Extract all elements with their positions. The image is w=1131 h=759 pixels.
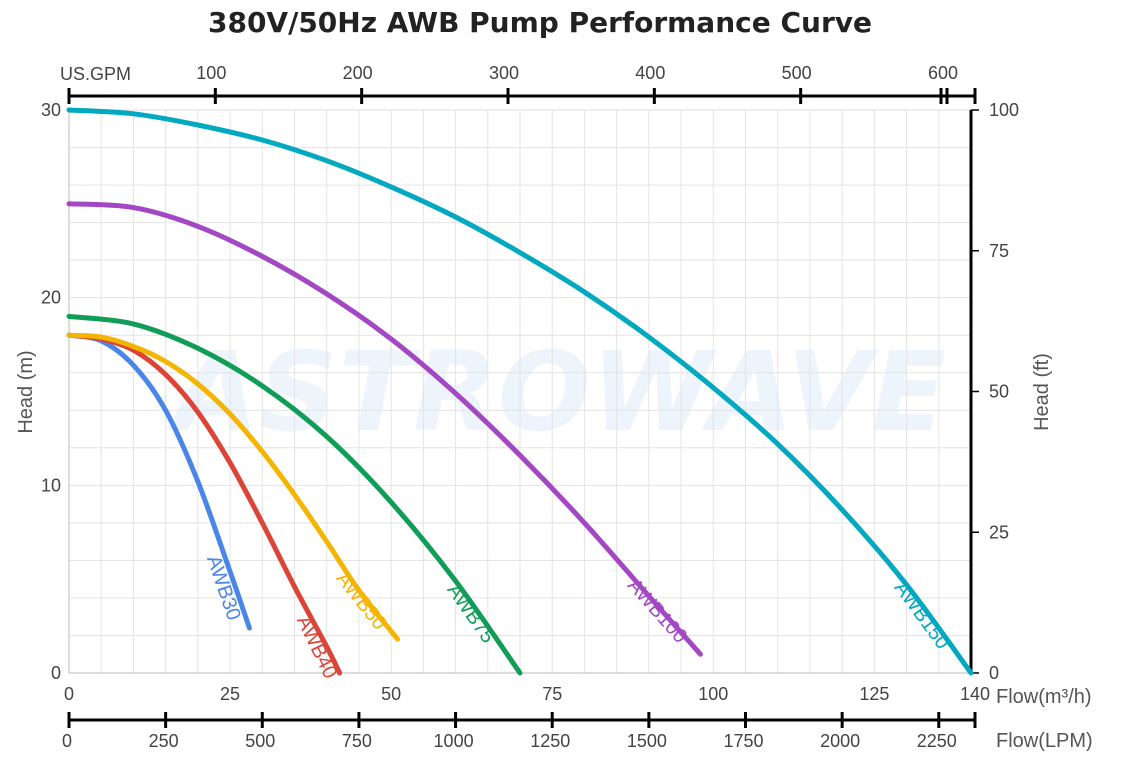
series-label-awb40: AWB40 <box>292 612 341 682</box>
y2-axis-label: Head (ft) <box>1031 353 1053 431</box>
y-tick-label: 20 <box>41 288 61 308</box>
lpm-tick-label: 750 <box>342 731 372 751</box>
gpm-tick-label: 400 <box>635 63 665 83</box>
watermark-text: ASTROWAVE <box>166 328 947 456</box>
lpm-tick-label: 1500 <box>627 731 667 751</box>
x-tick-label: 125 <box>859 684 889 704</box>
y-axis-label: Head (m) <box>15 350 37 433</box>
gpm-tick-label: 200 <box>343 63 373 83</box>
series-label-awb75: AWB75 <box>442 580 498 648</box>
gpm-tick-label: 300 <box>489 63 519 83</box>
lpm-tick-label: 250 <box>149 731 179 751</box>
series-line-awb50 <box>66 332 401 642</box>
watermark-logo: ASTROWAVE <box>166 328 947 456</box>
y-tick-label: 10 <box>41 475 61 495</box>
lpm-tick-label: 0 <box>62 731 72 751</box>
x-tick-label: 25 <box>220 684 240 704</box>
x-tick-label: 0 <box>64 684 74 704</box>
gpm-tick-label: 600 <box>928 63 958 83</box>
y2-tick-label: 75 <box>989 241 1009 261</box>
gpm-tick-label: 500 <box>782 63 812 83</box>
x-tick-label: 100 <box>698 684 728 704</box>
chart-title: 380V/50Hz AWB Pump Performance Curve <box>208 6 872 39</box>
series-line-awb150 <box>66 107 974 676</box>
y-tick-label: 0 <box>51 663 61 683</box>
lpm-axis-label: Flow(LPM) <box>996 730 1093 752</box>
lpm-tick-label: 1250 <box>530 731 570 751</box>
series-line-awb100 <box>66 201 703 657</box>
lpm-tick-label: 2250 <box>917 731 957 751</box>
y2-tick-label: 25 <box>989 522 1009 542</box>
lpm-tick-label: 1000 <box>434 731 474 751</box>
y-tick-label: 30 <box>41 100 61 120</box>
gpm-tick-label: 100 <box>196 63 226 83</box>
series-label-awb150: AWB150 <box>890 577 954 653</box>
series-line-awb75 <box>66 313 523 676</box>
x-tick-label: 140 <box>960 684 990 704</box>
series-label-awb50: AWB50 <box>332 568 391 634</box>
y2-tick-label: 50 <box>989 382 1009 402</box>
x-tick-label: 50 <box>381 684 401 704</box>
axis-labels: Head (m) Head (ft) Flow(m³/h) Flow(LPM) … <box>15 64 1093 752</box>
lpm-tick-label: 2000 <box>820 731 860 751</box>
y2-tick-label: 100 <box>989 100 1019 120</box>
x-tick-label: 75 <box>542 684 562 704</box>
lpm-tick-label: 500 <box>245 731 275 751</box>
x-axis-label: Flow(m³/h) <box>996 686 1092 708</box>
y2-tick-label: 0 <box>989 663 999 683</box>
lpm-tick-label: 1750 <box>723 731 763 751</box>
gpm-axis-label: US.GPM <box>60 64 131 84</box>
